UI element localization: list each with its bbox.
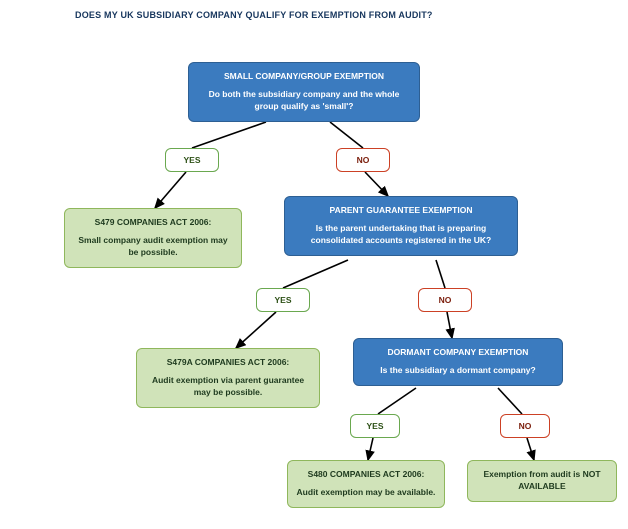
question-body: Is the parent undertaking that is prepar… (295, 223, 507, 247)
answer-no-q3: NO (500, 414, 550, 438)
outcome-not-available: Exemption from audit is NOT AVAILABLE (467, 460, 617, 502)
outcome-s479a: S479A COMPANIES ACT 2006: Audit exemptio… (136, 348, 320, 408)
outcome-title: S479A COMPANIES ACT 2006: (145, 357, 311, 369)
outcome-body: Exemption from audit is NOT AVAILABLE (476, 469, 608, 493)
outcome-body: Small company audit exemption may be pos… (73, 235, 233, 259)
answer-yes-q2: YES (256, 288, 310, 312)
question-small-company: SMALL COMPANY/GROUP EXEMPTION Do both th… (188, 62, 420, 122)
question-title: DORMANT COMPANY EXEMPTION (364, 347, 552, 359)
question-parent-guarantee: PARENT GUARANTEE EXEMPTION Is the parent… (284, 196, 518, 256)
page-title: DOES MY UK SUBSIDIARY COMPANY QUALIFY FO… (75, 10, 433, 20)
outcome-title: S480 COMPANIES ACT 2006: (296, 469, 436, 481)
outcome-body: Audit exemption may be available. (296, 487, 436, 499)
outcome-s480: S480 COMPANIES ACT 2006: Audit exemption… (287, 460, 445, 508)
answer-no-q1: NO (336, 148, 390, 172)
question-title: PARENT GUARANTEE EXEMPTION (295, 205, 507, 217)
answer-yes-q3: YES (350, 414, 400, 438)
answer-no-q2: NO (418, 288, 472, 312)
outcome-body: Audit exemption via parent guarantee may… (145, 375, 311, 399)
outcome-title: S479 COMPANIES ACT 2006: (73, 217, 233, 229)
question-body: Do both the subsidiary company and the w… (199, 89, 409, 113)
question-title: SMALL COMPANY/GROUP EXEMPTION (199, 71, 409, 83)
question-body: Is the subsidiary a dormant company? (364, 365, 552, 377)
answer-yes-q1: YES (165, 148, 219, 172)
question-dormant-company: DORMANT COMPANY EXEMPTION Is the subsidi… (353, 338, 563, 386)
outcome-s479: S479 COMPANIES ACT 2006: Small company a… (64, 208, 242, 268)
